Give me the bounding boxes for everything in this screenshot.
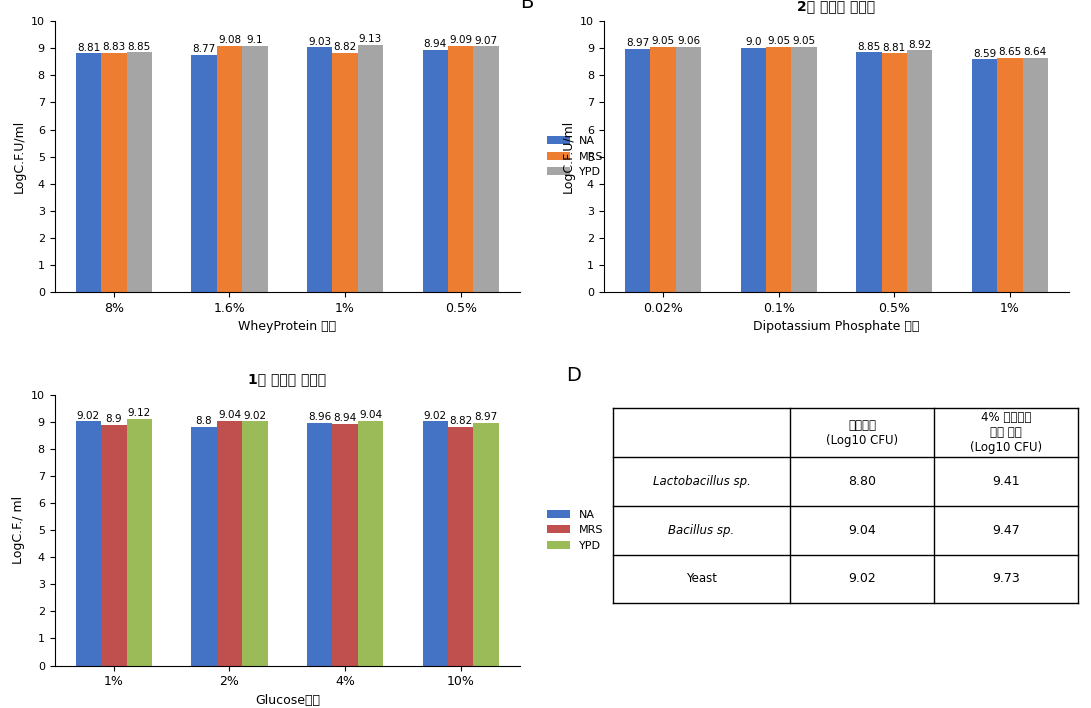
Y-axis label: LogC.F.U/ml: LogC.F.U/ml [562, 120, 575, 193]
Text: 9.05: 9.05 [651, 36, 674, 46]
Text: 8.64: 8.64 [1023, 47, 1047, 57]
Bar [101, 53, 127, 292]
Text: 8.92: 8.92 [908, 40, 932, 50]
Text: Lactobacillus sp.: Lactobacillus sp. [652, 475, 751, 488]
Text: 기준배지
(Log10 CFU): 기준배지 (Log10 CFU) [826, 418, 898, 447]
Bar [217, 46, 242, 292]
Text: 9.02: 9.02 [848, 572, 876, 586]
Text: 9.09: 9.09 [449, 35, 472, 45]
Bar [791, 47, 817, 292]
Y-axis label: LogC.F./ ml: LogC.F./ ml [12, 496, 25, 564]
Bar [191, 55, 217, 292]
Text: 9.13: 9.13 [359, 34, 382, 44]
Text: 8.77: 8.77 [192, 44, 216, 54]
Text: Bacillus sp.: Bacillus sp. [669, 524, 734, 537]
Text: 8.81: 8.81 [883, 42, 906, 52]
Bar [448, 427, 473, 666]
Text: 9.73: 9.73 [993, 572, 1020, 586]
Text: 8.94: 8.94 [334, 413, 357, 423]
Text: 8.9: 8.9 [106, 413, 122, 424]
Bar [882, 53, 907, 292]
Bar [856, 52, 882, 292]
Bar [307, 423, 333, 666]
Text: 8.97: 8.97 [475, 412, 497, 422]
Text: 9.12: 9.12 [128, 408, 151, 418]
Text: 8.65: 8.65 [998, 47, 1021, 57]
Bar [217, 421, 242, 666]
Bar [333, 423, 358, 666]
Legend: NA, MRS, YPD: NA, MRS, YPD [543, 506, 608, 555]
Text: 8.59: 8.59 [973, 49, 996, 59]
Text: 9.04: 9.04 [218, 410, 241, 420]
Bar [972, 59, 997, 292]
Bar [127, 52, 152, 292]
Title: 1일 배양된 그래이: 1일 배양된 그래이 [248, 372, 326, 387]
Text: B: B [520, 0, 533, 12]
Text: 9.47: 9.47 [993, 524, 1020, 537]
Text: 9.02: 9.02 [76, 411, 100, 421]
Bar [997, 58, 1022, 292]
Text: 9.06: 9.06 [676, 36, 700, 46]
X-axis label: WheyProtein 농도: WheyProtein 농도 [238, 320, 336, 333]
Text: 9.07: 9.07 [475, 35, 497, 45]
Text: 8.83: 8.83 [103, 42, 125, 52]
Bar [650, 47, 675, 292]
Bar [242, 45, 267, 292]
Text: D: D [566, 366, 582, 385]
Text: 9.1: 9.1 [247, 35, 263, 45]
Bar [307, 47, 333, 292]
Bar [101, 425, 127, 666]
Text: 4% 전지분유
쳊가 배지
(Log10 CFU): 4% 전지분유 쳊가 배지 (Log10 CFU) [970, 411, 1042, 455]
Text: Yeast: Yeast [686, 572, 717, 586]
Text: 8.96: 8.96 [308, 412, 332, 422]
Text: 9.05: 9.05 [767, 36, 790, 46]
Text: 9.41: 9.41 [993, 475, 1020, 488]
Bar [422, 50, 448, 292]
Legend: NA, MRS, YPD: NA, MRS, YPD [543, 132, 608, 181]
Bar [242, 421, 267, 666]
Text: 8.8: 8.8 [195, 416, 213, 426]
Text: 8.85: 8.85 [128, 42, 151, 52]
Text: 9.04: 9.04 [359, 410, 382, 420]
Bar [625, 49, 650, 292]
Bar [675, 47, 702, 292]
Text: 9.02: 9.02 [423, 411, 447, 421]
Title: 2일 배양된 그래이: 2일 배양된 그래이 [798, 0, 876, 13]
Bar [741, 48, 766, 292]
Text: 9.04: 9.04 [848, 524, 876, 537]
Text: 8.80: 8.80 [848, 475, 876, 488]
Text: 9.08: 9.08 [218, 35, 241, 45]
Bar [473, 47, 499, 292]
Text: 8.81: 8.81 [76, 42, 100, 52]
X-axis label: Glucose농도: Glucose농도 [255, 694, 320, 707]
Text: 8.82: 8.82 [334, 42, 357, 52]
Bar [448, 46, 473, 292]
Bar [358, 421, 383, 666]
Bar [422, 421, 448, 666]
Text: 8.97: 8.97 [626, 38, 649, 48]
Bar [127, 418, 152, 666]
Text: 8.94: 8.94 [423, 39, 447, 49]
Bar [907, 50, 933, 292]
Text: 9.0: 9.0 [745, 38, 762, 47]
Bar [358, 45, 383, 292]
Y-axis label: LogC.F.U/ml: LogC.F.U/ml [12, 120, 25, 193]
X-axis label: Dipotassium Phosphate 농도: Dipotassium Phosphate 농도 [753, 320, 920, 333]
Bar [75, 53, 101, 292]
Bar [473, 423, 499, 666]
Bar [191, 428, 217, 666]
Text: 9.05: 9.05 [792, 36, 816, 46]
Text: 8.82: 8.82 [449, 416, 472, 426]
Bar [333, 53, 358, 292]
Bar [766, 47, 791, 292]
Text: 9.02: 9.02 [243, 411, 266, 421]
Bar [1022, 58, 1048, 292]
Text: 9.03: 9.03 [308, 37, 332, 47]
Text: 8.85: 8.85 [858, 42, 880, 52]
Bar [75, 421, 101, 666]
